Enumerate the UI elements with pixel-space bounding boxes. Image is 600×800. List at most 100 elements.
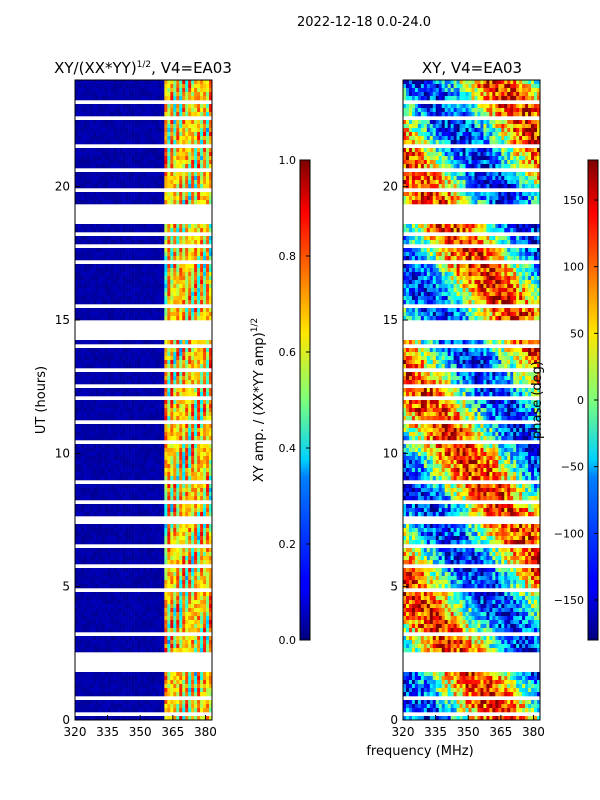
heatmap-cell: [125, 180, 129, 185]
heatmap-cell: [128, 196, 132, 201]
heatmap-cell: [185, 112, 189, 117]
heatmap-cell: [167, 312, 171, 317]
heatmap-cell: [167, 452, 171, 457]
heatmap-cell: [83, 492, 88, 497]
heatmap-cell: [170, 540, 174, 545]
heatmap-cell: [86, 456, 91, 461]
heatmap-cell: [104, 236, 109, 241]
heatmap-cell: [125, 400, 129, 405]
heatmap-cell: [113, 556, 117, 561]
heatmap-cell: [137, 284, 141, 289]
heatmap-cell: [83, 416, 88, 421]
heatmap-cell: [131, 464, 135, 469]
heatmap-cell: [161, 432, 165, 437]
heatmap-cell: [194, 508, 198, 513]
heatmap-cell: [122, 616, 126, 621]
heatmap-cell: [152, 640, 156, 645]
heatmap-cell: [113, 600, 117, 605]
heatmap-cell: [164, 452, 168, 457]
heatmap-cell: [203, 364, 207, 369]
heatmap-cell: [92, 172, 97, 177]
heatmap-cell: [185, 256, 189, 261]
heatmap-cell: [104, 624, 109, 629]
heatmap-cell: [170, 196, 174, 201]
heatmap-cell: [77, 308, 82, 313]
heatmap-cell: [137, 236, 141, 241]
heatmap-cell: [173, 248, 177, 253]
heatmap-cell: [119, 172, 123, 177]
heatmap-cell: [101, 488, 106, 493]
heatmap-cell: [101, 248, 106, 253]
heatmap-cell: [75, 288, 79, 293]
heatmap-cell: [200, 356, 204, 361]
heatmap-cell: [194, 536, 198, 541]
heatmap-cell: [200, 268, 204, 273]
heatmap-cell: [155, 584, 159, 589]
heatmap-cell: [176, 108, 180, 113]
heatmap-cell: [122, 152, 126, 157]
heatmap-cell: [89, 268, 94, 273]
heatmap-cell: [110, 160, 115, 165]
heatmap-cell: [188, 148, 192, 153]
heatmap-cell: [209, 444, 213, 449]
heatmap-cell: [131, 388, 135, 393]
heatmap-cell: [77, 268, 82, 273]
heatmap-cell: [107, 236, 112, 241]
heatmap-cell: [152, 360, 156, 365]
heatmap-cell: [77, 452, 82, 457]
heatmap-cell: [92, 468, 97, 473]
heatmap-cell: [134, 276, 138, 281]
heatmap-cell: [101, 436, 106, 441]
heatmap-cell: [86, 148, 91, 153]
heatmap-cell: [101, 496, 106, 501]
heatmap-cell: [110, 124, 115, 129]
heatmap-cell: [176, 596, 180, 601]
heatmap-cell: [197, 576, 201, 581]
heatmap-cell: [200, 604, 204, 609]
heatmap-cell: [75, 628, 79, 633]
heatmap-cell: [101, 236, 106, 241]
heatmap-cell: [155, 504, 159, 509]
heatmap-cell: [155, 568, 159, 573]
heatmap-cell: [77, 132, 82, 137]
heatmap-cell: [98, 312, 103, 317]
heatmap-cell: [83, 468, 88, 473]
heatmap-cell: [164, 248, 168, 253]
heatmap-cell: [152, 84, 156, 89]
heatmap-cell: [197, 620, 201, 625]
heatmap-cell: [125, 448, 129, 453]
heatmap-cell: [122, 292, 126, 297]
heatmap-cell: [134, 644, 138, 649]
heatmap-cell: [131, 356, 135, 361]
heatmap-cell: [182, 152, 186, 157]
heatmap-cell: [98, 152, 103, 157]
heatmap-cell: [143, 640, 147, 645]
heatmap-cell: [167, 108, 171, 113]
heatmap-cell: [75, 268, 79, 273]
heatmap-cell: [125, 280, 129, 285]
heatmap-cell: [149, 264, 153, 269]
heatmap-cell: [89, 596, 94, 601]
heatmap-cell: [203, 428, 207, 433]
heatmap-cell: [104, 364, 109, 369]
heatmap-cell: [101, 540, 106, 545]
heatmap-cell: [95, 152, 100, 157]
heatmap-cell: [116, 164, 120, 169]
heatmap-cell: [104, 528, 109, 533]
heatmap-cell: [92, 356, 97, 361]
heatmap-cell: [203, 292, 207, 297]
heatmap-cell: [119, 392, 123, 397]
heatmap-cell: [146, 92, 150, 97]
heatmap-cell: [101, 120, 106, 125]
heatmap-cell: [203, 184, 207, 189]
heatmap-cell: [131, 276, 135, 281]
heatmap-cell: [113, 108, 117, 113]
heatmap-cell: [200, 376, 204, 381]
heatmap-cell: [155, 412, 159, 417]
heatmap-cell: [179, 540, 183, 545]
heatmap-cell: [75, 192, 79, 197]
heatmap-cell: [200, 492, 204, 497]
heatmap-cell: [155, 576, 159, 581]
heatmap-cell: [128, 596, 132, 601]
heatmap-cell: [161, 184, 165, 189]
